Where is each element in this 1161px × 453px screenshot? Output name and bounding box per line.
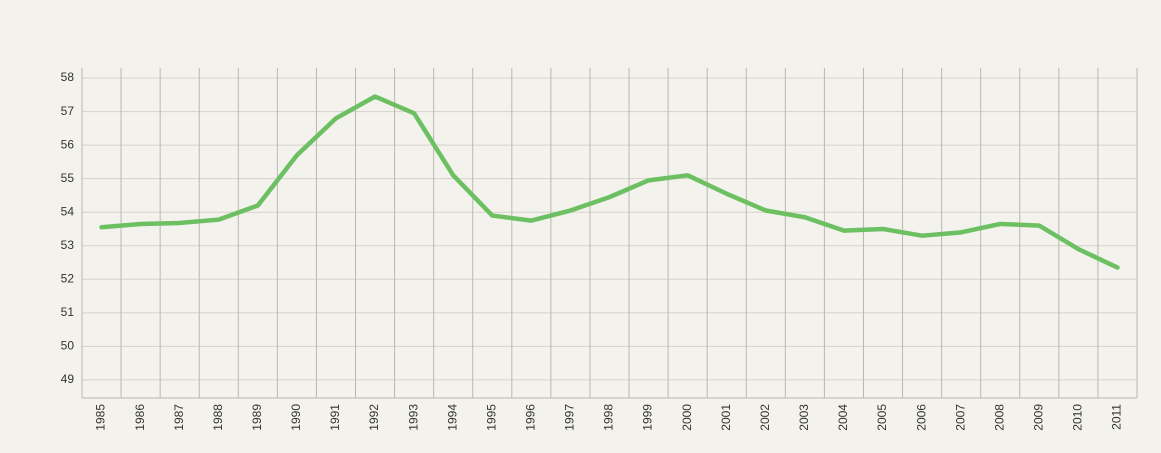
x-tick-label: 2003	[797, 404, 811, 431]
x-tick-label: 1990	[289, 404, 303, 431]
x-tick-label: 1989	[250, 404, 264, 431]
x-tick-label: 2010	[1071, 404, 1085, 431]
x-tick-label: 1993	[406, 404, 420, 431]
x-tick-label: 1994	[445, 404, 459, 431]
x-tick-label: 1991	[328, 404, 342, 431]
x-tick-label: 2009	[1031, 404, 1045, 431]
x-tick-label: 2004	[836, 404, 850, 431]
x-tick-label: 2006	[914, 404, 928, 431]
y-tick-label: 53	[61, 238, 75, 252]
y-tick-label: 55	[61, 171, 75, 185]
x-tick-label: 1998	[602, 404, 616, 431]
y-tick-label: 56	[61, 137, 75, 151]
x-tick-label: 2008	[992, 404, 1006, 431]
y-tick-label: 54	[61, 204, 75, 218]
x-tick-label: 1987	[172, 404, 186, 431]
x-tick-label: 1995	[484, 404, 498, 431]
x-tick-label: 2002	[758, 404, 772, 431]
data-line	[99, 94, 1120, 270]
y-tick-label: 52	[61, 271, 75, 285]
x-tick-label: 2000	[680, 404, 694, 431]
x-tick-label: 1988	[211, 404, 225, 431]
y-tick-label: 58	[61, 70, 75, 84]
x-tick-label: 1986	[133, 404, 147, 431]
y-tick-label: 51	[61, 305, 75, 319]
x-tick-label: 1996	[524, 404, 538, 431]
y-tick-label: 50	[61, 339, 75, 353]
x-tick-label: 2007	[953, 404, 967, 431]
x-tick-label: 2001	[719, 404, 733, 431]
x-tick-label: 2011	[1110, 404, 1124, 430]
x-tick-label: 2005	[875, 404, 889, 431]
x-tick-label: 1985	[94, 404, 108, 431]
x-tick-label: 1999	[641, 404, 655, 431]
x-tick-label: 1997	[563, 404, 577, 431]
x-tick-label: 1992	[367, 404, 381, 431]
y-tick-label: 57	[61, 104, 75, 118]
y-tick-label: 49	[61, 372, 75, 386]
